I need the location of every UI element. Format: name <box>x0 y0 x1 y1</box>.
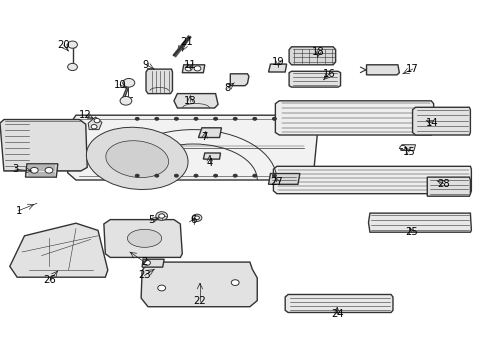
Text: 23: 23 <box>138 270 151 280</box>
Circle shape <box>68 41 77 48</box>
Text: 17: 17 <box>406 64 419 74</box>
Circle shape <box>253 117 257 120</box>
Text: 16: 16 <box>323 69 336 79</box>
Circle shape <box>94 118 100 123</box>
Circle shape <box>214 174 218 177</box>
Text: 11: 11 <box>184 60 196 70</box>
Text: 1: 1 <box>15 206 22 216</box>
Polygon shape <box>0 120 87 171</box>
Text: 26: 26 <box>44 275 56 285</box>
Circle shape <box>91 125 97 129</box>
Circle shape <box>233 174 237 177</box>
Text: 21: 21 <box>180 37 193 48</box>
Circle shape <box>155 117 159 120</box>
Circle shape <box>272 117 276 120</box>
Circle shape <box>156 212 168 220</box>
Circle shape <box>45 167 53 173</box>
Circle shape <box>400 145 406 150</box>
Circle shape <box>135 117 139 120</box>
Circle shape <box>174 174 178 177</box>
Polygon shape <box>269 174 300 184</box>
Circle shape <box>194 117 198 120</box>
Text: 25: 25 <box>405 227 418 237</box>
Text: 13: 13 <box>184 96 196 106</box>
Text: 24: 24 <box>331 309 343 319</box>
Circle shape <box>135 174 139 177</box>
Polygon shape <box>10 223 108 277</box>
Polygon shape <box>141 262 257 307</box>
Polygon shape <box>269 64 287 72</box>
Text: 27: 27 <box>270 177 283 187</box>
Text: 2: 2 <box>141 257 148 267</box>
Polygon shape <box>368 213 471 232</box>
Text: 14: 14 <box>426 118 439 128</box>
Text: 18: 18 <box>312 47 325 57</box>
Text: 5: 5 <box>147 215 154 225</box>
Text: 9: 9 <box>143 60 149 70</box>
Circle shape <box>155 174 159 177</box>
Polygon shape <box>146 69 172 94</box>
Polygon shape <box>367 65 399 75</box>
Text: 28: 28 <box>437 179 450 189</box>
Text: 6: 6 <box>190 215 197 225</box>
Polygon shape <box>88 117 102 130</box>
Polygon shape <box>273 166 471 194</box>
Polygon shape <box>289 47 336 65</box>
Circle shape <box>185 66 192 71</box>
Polygon shape <box>174 94 218 108</box>
Polygon shape <box>401 145 416 150</box>
Polygon shape <box>289 71 341 87</box>
Polygon shape <box>25 164 58 177</box>
Circle shape <box>233 117 237 120</box>
Polygon shape <box>68 115 318 180</box>
Circle shape <box>174 117 178 120</box>
Text: 12: 12 <box>79 110 92 120</box>
Polygon shape <box>198 128 221 138</box>
Circle shape <box>253 174 257 177</box>
Text: 10: 10 <box>114 80 126 90</box>
Polygon shape <box>413 107 470 135</box>
Circle shape <box>123 78 135 87</box>
Text: 22: 22 <box>194 296 206 306</box>
Polygon shape <box>427 177 470 196</box>
Polygon shape <box>182 65 205 73</box>
Circle shape <box>195 216 199 220</box>
Polygon shape <box>275 101 434 135</box>
Ellipse shape <box>127 229 162 247</box>
Polygon shape <box>142 259 164 267</box>
Text: 8: 8 <box>225 83 231 93</box>
Text: 7: 7 <box>201 132 208 142</box>
Circle shape <box>194 174 198 177</box>
Circle shape <box>30 167 38 173</box>
Circle shape <box>159 214 165 218</box>
Circle shape <box>194 66 201 71</box>
Text: 3: 3 <box>13 164 19 174</box>
Circle shape <box>231 280 239 285</box>
Circle shape <box>158 285 166 291</box>
Circle shape <box>68 63 77 71</box>
Circle shape <box>272 174 276 177</box>
Polygon shape <box>104 220 182 257</box>
Polygon shape <box>285 294 393 312</box>
Circle shape <box>214 117 218 120</box>
Polygon shape <box>230 74 249 86</box>
Text: 15: 15 <box>403 147 416 157</box>
Ellipse shape <box>106 141 169 177</box>
Polygon shape <box>203 153 220 159</box>
Ellipse shape <box>86 127 188 189</box>
Circle shape <box>120 96 132 105</box>
Text: 4: 4 <box>207 158 213 168</box>
Text: 19: 19 <box>272 57 285 67</box>
Text: 20: 20 <box>57 40 70 50</box>
Circle shape <box>192 214 202 221</box>
Circle shape <box>144 260 150 265</box>
